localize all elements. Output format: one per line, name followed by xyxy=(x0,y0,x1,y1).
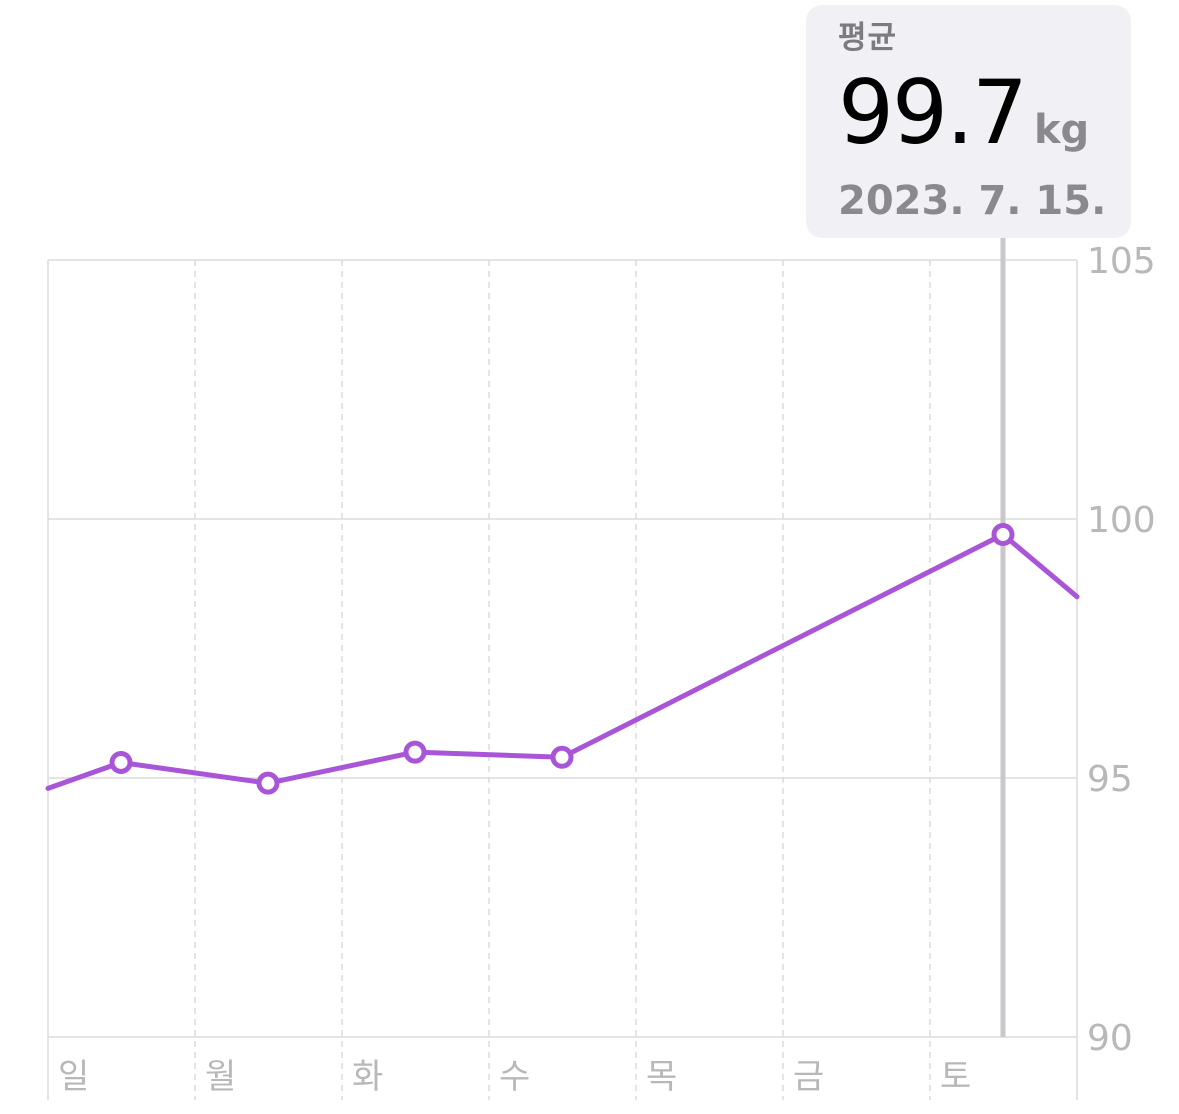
tooltip-unit: kg xyxy=(1033,107,1090,153)
y-tick-label: 90 xyxy=(1087,1018,1133,1059)
tooltip-date: 2023. 7. 15. xyxy=(838,178,1107,224)
y-tick-label: 95 xyxy=(1087,759,1133,800)
y-tick-label: 105 xyxy=(1087,241,1156,282)
x-tick-label: 화 xyxy=(352,1057,383,1097)
data-point[interactable] xyxy=(403,740,427,764)
x-tick-label: 목 xyxy=(646,1057,677,1097)
chart-grid xyxy=(47,259,1078,1100)
x-tick-label: 수 xyxy=(499,1057,530,1097)
tooltip-value: 99.7 xyxy=(838,61,1028,164)
x-tick-label: 일 xyxy=(58,1057,89,1097)
data-point[interactable] xyxy=(991,523,1015,547)
x-tick-label: 금 xyxy=(793,1057,824,1097)
y-tick-label: 100 xyxy=(1087,500,1156,541)
average-tooltip: 평균 99.7 kg 2023. 7. 15. xyxy=(806,5,1131,238)
data-point[interactable] xyxy=(256,771,280,795)
data-points[interactable] xyxy=(109,523,1015,795)
data-point[interactable] xyxy=(109,750,133,774)
x-tick-label: 토 xyxy=(940,1057,971,1097)
tooltip-label: 평균 xyxy=(838,20,898,56)
tooltip-value-row: 99.7 kg xyxy=(838,65,1131,161)
y-axis-labels: 105 100 95 90 xyxy=(1087,241,1156,1059)
data-point[interactable] xyxy=(550,745,574,769)
x-tick-label: 월 xyxy=(205,1057,236,1097)
